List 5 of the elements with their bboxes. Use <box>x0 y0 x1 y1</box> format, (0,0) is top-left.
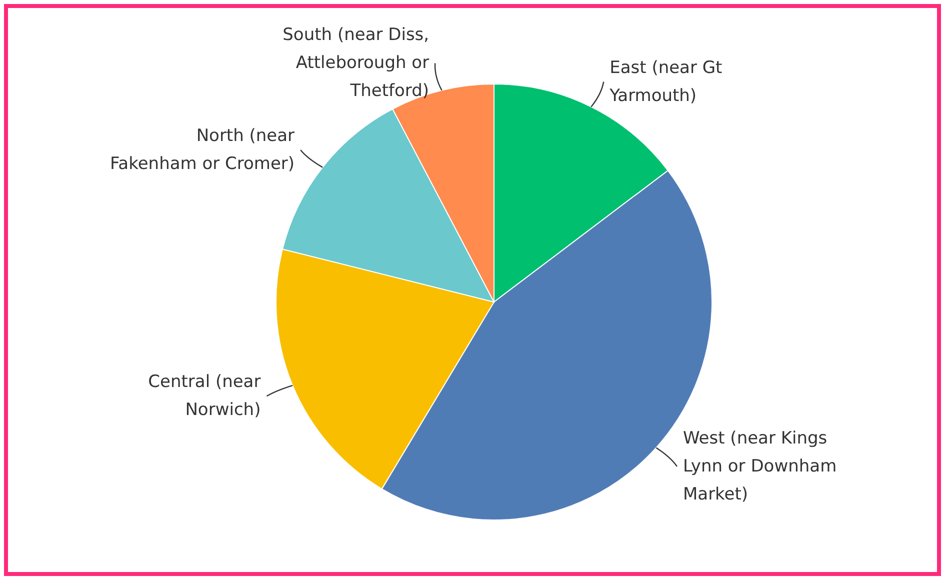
slice-label: North (near Fakenham or Cromer) <box>110 126 295 174</box>
slice-label: West (near Kings Lynn or Downham Market) <box>682 428 837 504</box>
slice-label: Central (near Norwich) <box>148 372 261 420</box>
slice-label: East (near Gt Yarmouth) <box>608 57 723 106</box>
slice-label: South (near Diss, Attleborough or Thetford) <box>282 24 430 101</box>
